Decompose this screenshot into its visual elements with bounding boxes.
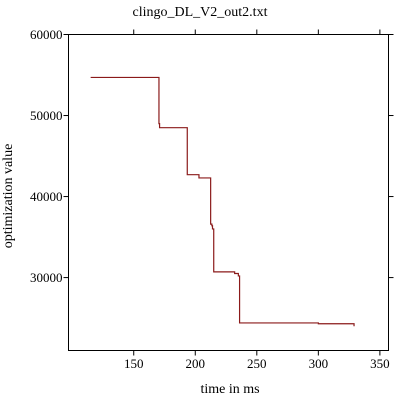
x-tick-label: 250 <box>247 356 267 371</box>
y-axis-label: optimization value <box>1 144 16 249</box>
series-line <box>90 76 355 327</box>
x-tick-label: 350 <box>370 356 390 371</box>
y-tick-label: 50000 <box>30 108 63 123</box>
plot-frame <box>68 34 389 351</box>
x-axis-label: time in ms <box>200 382 259 397</box>
chart-title: clingo_DL_V2_out2.txt <box>133 5 268 20</box>
x-tick-label: 200 <box>186 356 206 371</box>
x-axis: 150 200 250 300 350 <box>124 29 390 371</box>
y-tick-label: 40000 <box>30 189 63 204</box>
y-tick-label: 60000 <box>30 27 63 42</box>
x-tick-label: 150 <box>124 356 144 371</box>
x-tick-label: 300 <box>309 356 329 371</box>
y-tick-label: 30000 <box>30 270 63 285</box>
y-axis: 30000 40000 50000 60000 <box>30 27 394 285</box>
